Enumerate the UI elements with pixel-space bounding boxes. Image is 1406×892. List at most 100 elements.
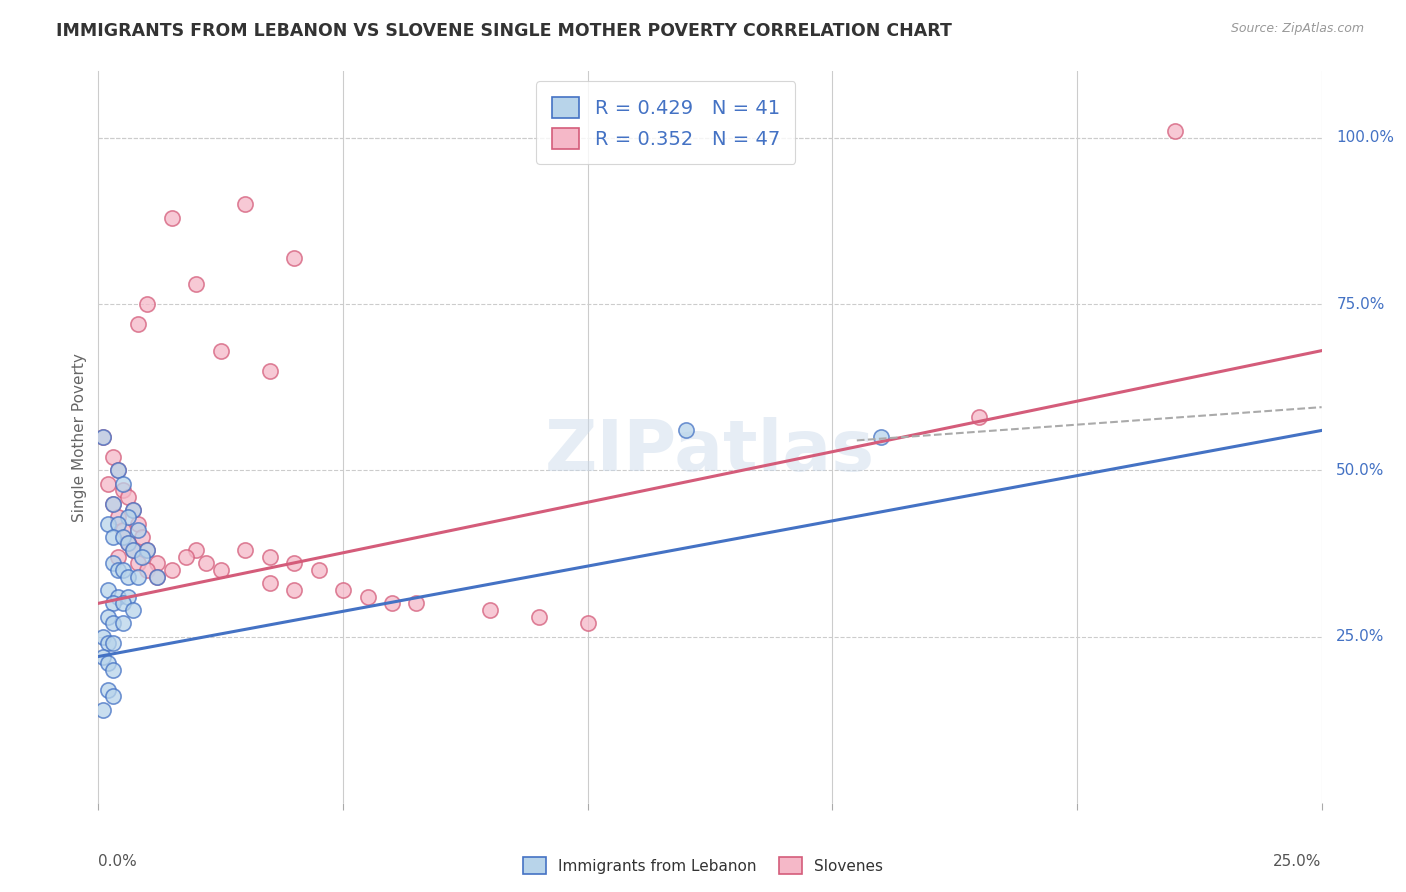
Point (117, 490, 139, 504)
Point (233, 543, 256, 558)
Point (136, 543, 159, 558)
Point (107, 463, 129, 477)
Point (111, 523, 134, 537)
Point (127, 516, 149, 531)
Point (283, 557, 305, 571)
Point (160, 563, 183, 577)
Point (967, 410, 990, 425)
Point (121, 603, 143, 617)
Text: 100.0%: 100.0% (1336, 130, 1395, 145)
Point (121, 503, 143, 517)
Point (91, 630, 114, 644)
Text: 50.0%: 50.0% (1336, 463, 1385, 478)
Point (127, 570, 149, 584)
Point (136, 563, 159, 577)
Point (259, 576, 281, 591)
Point (146, 557, 169, 571)
Point (97, 476, 120, 491)
Point (111, 530, 134, 544)
Point (527, 609, 550, 624)
Point (176, 549, 198, 564)
Legend: R = 0.429   N = 41, R = 0.352   N = 47: R = 0.429 N = 41, R = 0.352 N = 47 (536, 81, 796, 164)
Text: 25.0%: 25.0% (1336, 629, 1385, 644)
Point (111, 483, 134, 498)
Point (1164, 124, 1187, 138)
Point (146, 570, 169, 584)
Point (107, 549, 129, 564)
Text: 75.0%: 75.0% (1336, 297, 1385, 311)
Point (283, 582, 305, 597)
Point (195, 557, 218, 571)
Point (97, 636, 120, 650)
Point (107, 516, 129, 531)
Text: Source: ZipAtlas.com: Source: ZipAtlas.com (1230, 22, 1364, 36)
Point (111, 596, 134, 610)
Point (101, 616, 124, 631)
Point (107, 590, 129, 604)
Y-axis label: Single Mother Poverty: Single Mother Poverty (72, 352, 87, 522)
Point (259, 549, 281, 564)
Point (405, 596, 427, 610)
Point (91, 703, 114, 717)
Point (127, 557, 149, 571)
Point (97, 516, 120, 531)
Point (146, 570, 169, 584)
Point (117, 570, 139, 584)
Point (332, 582, 354, 597)
Point (101, 596, 124, 610)
Point (308, 563, 330, 577)
Point (186, 277, 208, 292)
Text: 25.0%: 25.0% (1274, 854, 1322, 869)
Point (107, 509, 129, 524)
Point (478, 603, 501, 617)
Point (97, 656, 120, 670)
Point (101, 530, 124, 544)
Point (101, 557, 124, 571)
Point (101, 497, 124, 511)
Point (117, 536, 139, 550)
Point (576, 616, 599, 631)
Point (136, 543, 159, 558)
Point (136, 297, 159, 311)
Point (101, 663, 124, 677)
Point (97, 609, 120, 624)
Point (209, 563, 232, 577)
Point (117, 509, 139, 524)
Point (107, 463, 129, 477)
Point (233, 197, 256, 211)
Point (283, 251, 305, 265)
Point (117, 590, 139, 604)
Point (101, 690, 124, 704)
Text: IMMIGRANTS FROM LEBANON VS SLOVENE SINGLE MOTHER POVERTY CORRELATION CHART: IMMIGRANTS FROM LEBANON VS SLOVENE SINGL… (56, 22, 952, 40)
Point (381, 596, 404, 610)
Point (91, 430, 114, 444)
Point (111, 563, 134, 577)
Point (131, 530, 153, 544)
Point (121, 543, 143, 558)
Point (870, 430, 893, 444)
Point (101, 636, 124, 650)
Point (97, 682, 120, 697)
Point (91, 649, 114, 664)
Point (121, 503, 143, 517)
Text: ZIPatlas: ZIPatlas (546, 417, 875, 486)
Point (91, 430, 114, 444)
Point (121, 543, 143, 558)
Text: 0.0%: 0.0% (98, 854, 138, 869)
Point (127, 523, 149, 537)
Point (131, 549, 153, 564)
Point (356, 590, 378, 604)
Point (259, 363, 281, 377)
Point (127, 317, 149, 331)
Point (97, 582, 120, 597)
Point (675, 424, 697, 438)
Point (111, 616, 134, 631)
Point (101, 450, 124, 464)
Point (160, 211, 183, 225)
Point (117, 536, 139, 550)
Legend: Immigrants from Lebanon, Slovenes: Immigrants from Lebanon, Slovenes (516, 851, 890, 880)
Point (101, 497, 124, 511)
Point (107, 563, 129, 577)
Point (111, 476, 134, 491)
Point (186, 543, 208, 558)
